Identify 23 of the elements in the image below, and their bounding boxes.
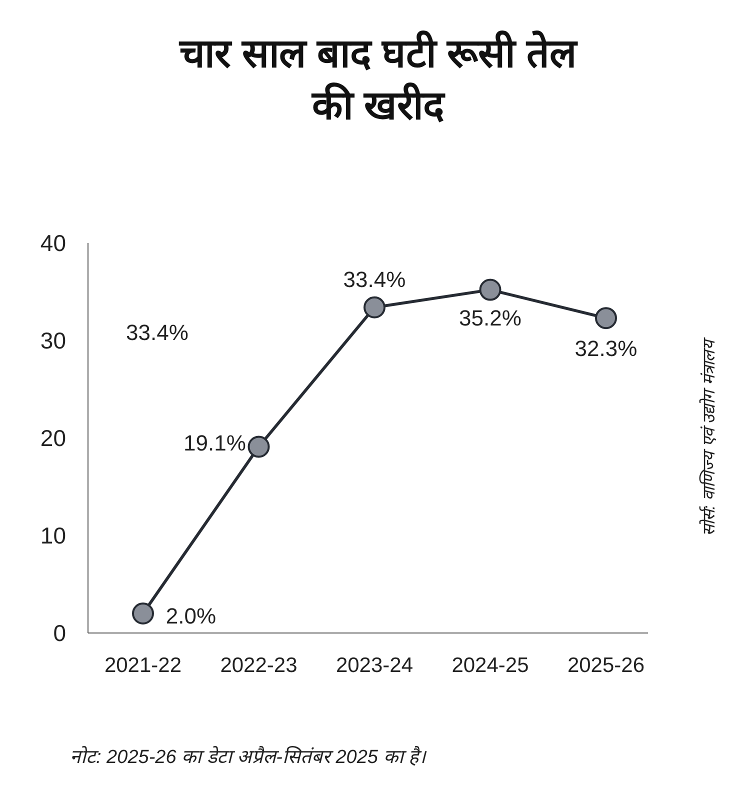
- y-tick-label: 40: [40, 230, 66, 256]
- x-tick-label: 2021-22: [104, 654, 182, 677]
- y-tick-label: 10: [40, 522, 66, 549]
- y-tick-label: 20: [40, 425, 66, 452]
- point: [364, 296, 386, 318]
- y-tick-label: 30: [40, 328, 66, 354]
- annotation: 33.4%: [126, 320, 188, 346]
- y-tick-label: 0: [53, 620, 66, 646]
- point: [595, 307, 617, 330]
- x-tick-label: 2024-25: [452, 654, 529, 677]
- x-tick-label: 2025-26: [567, 654, 645, 677]
- data-label: 35.2%: [459, 306, 522, 331]
- data-label: 32.3%: [574, 336, 638, 361]
- data-label: 19.1%: [184, 430, 246, 456]
- data-label: 33.4%: [343, 267, 406, 292]
- point: [132, 602, 154, 624]
- point: [479, 278, 502, 301]
- point: [248, 436, 270, 458]
- data-label: 2.0%: [166, 603, 216, 628]
- x-tick-label: 2023-24: [336, 654, 414, 677]
- text: नोट: 2025-26 का डेटा अप्रैल-सितंबर 2025 का है।: [70, 745, 426, 769]
- x-tick-label: 2022-23: [220, 654, 298, 677]
- chart-title: चार साल बाद घटी रूसी तेल की खरीद: [178, 30, 579, 130]
